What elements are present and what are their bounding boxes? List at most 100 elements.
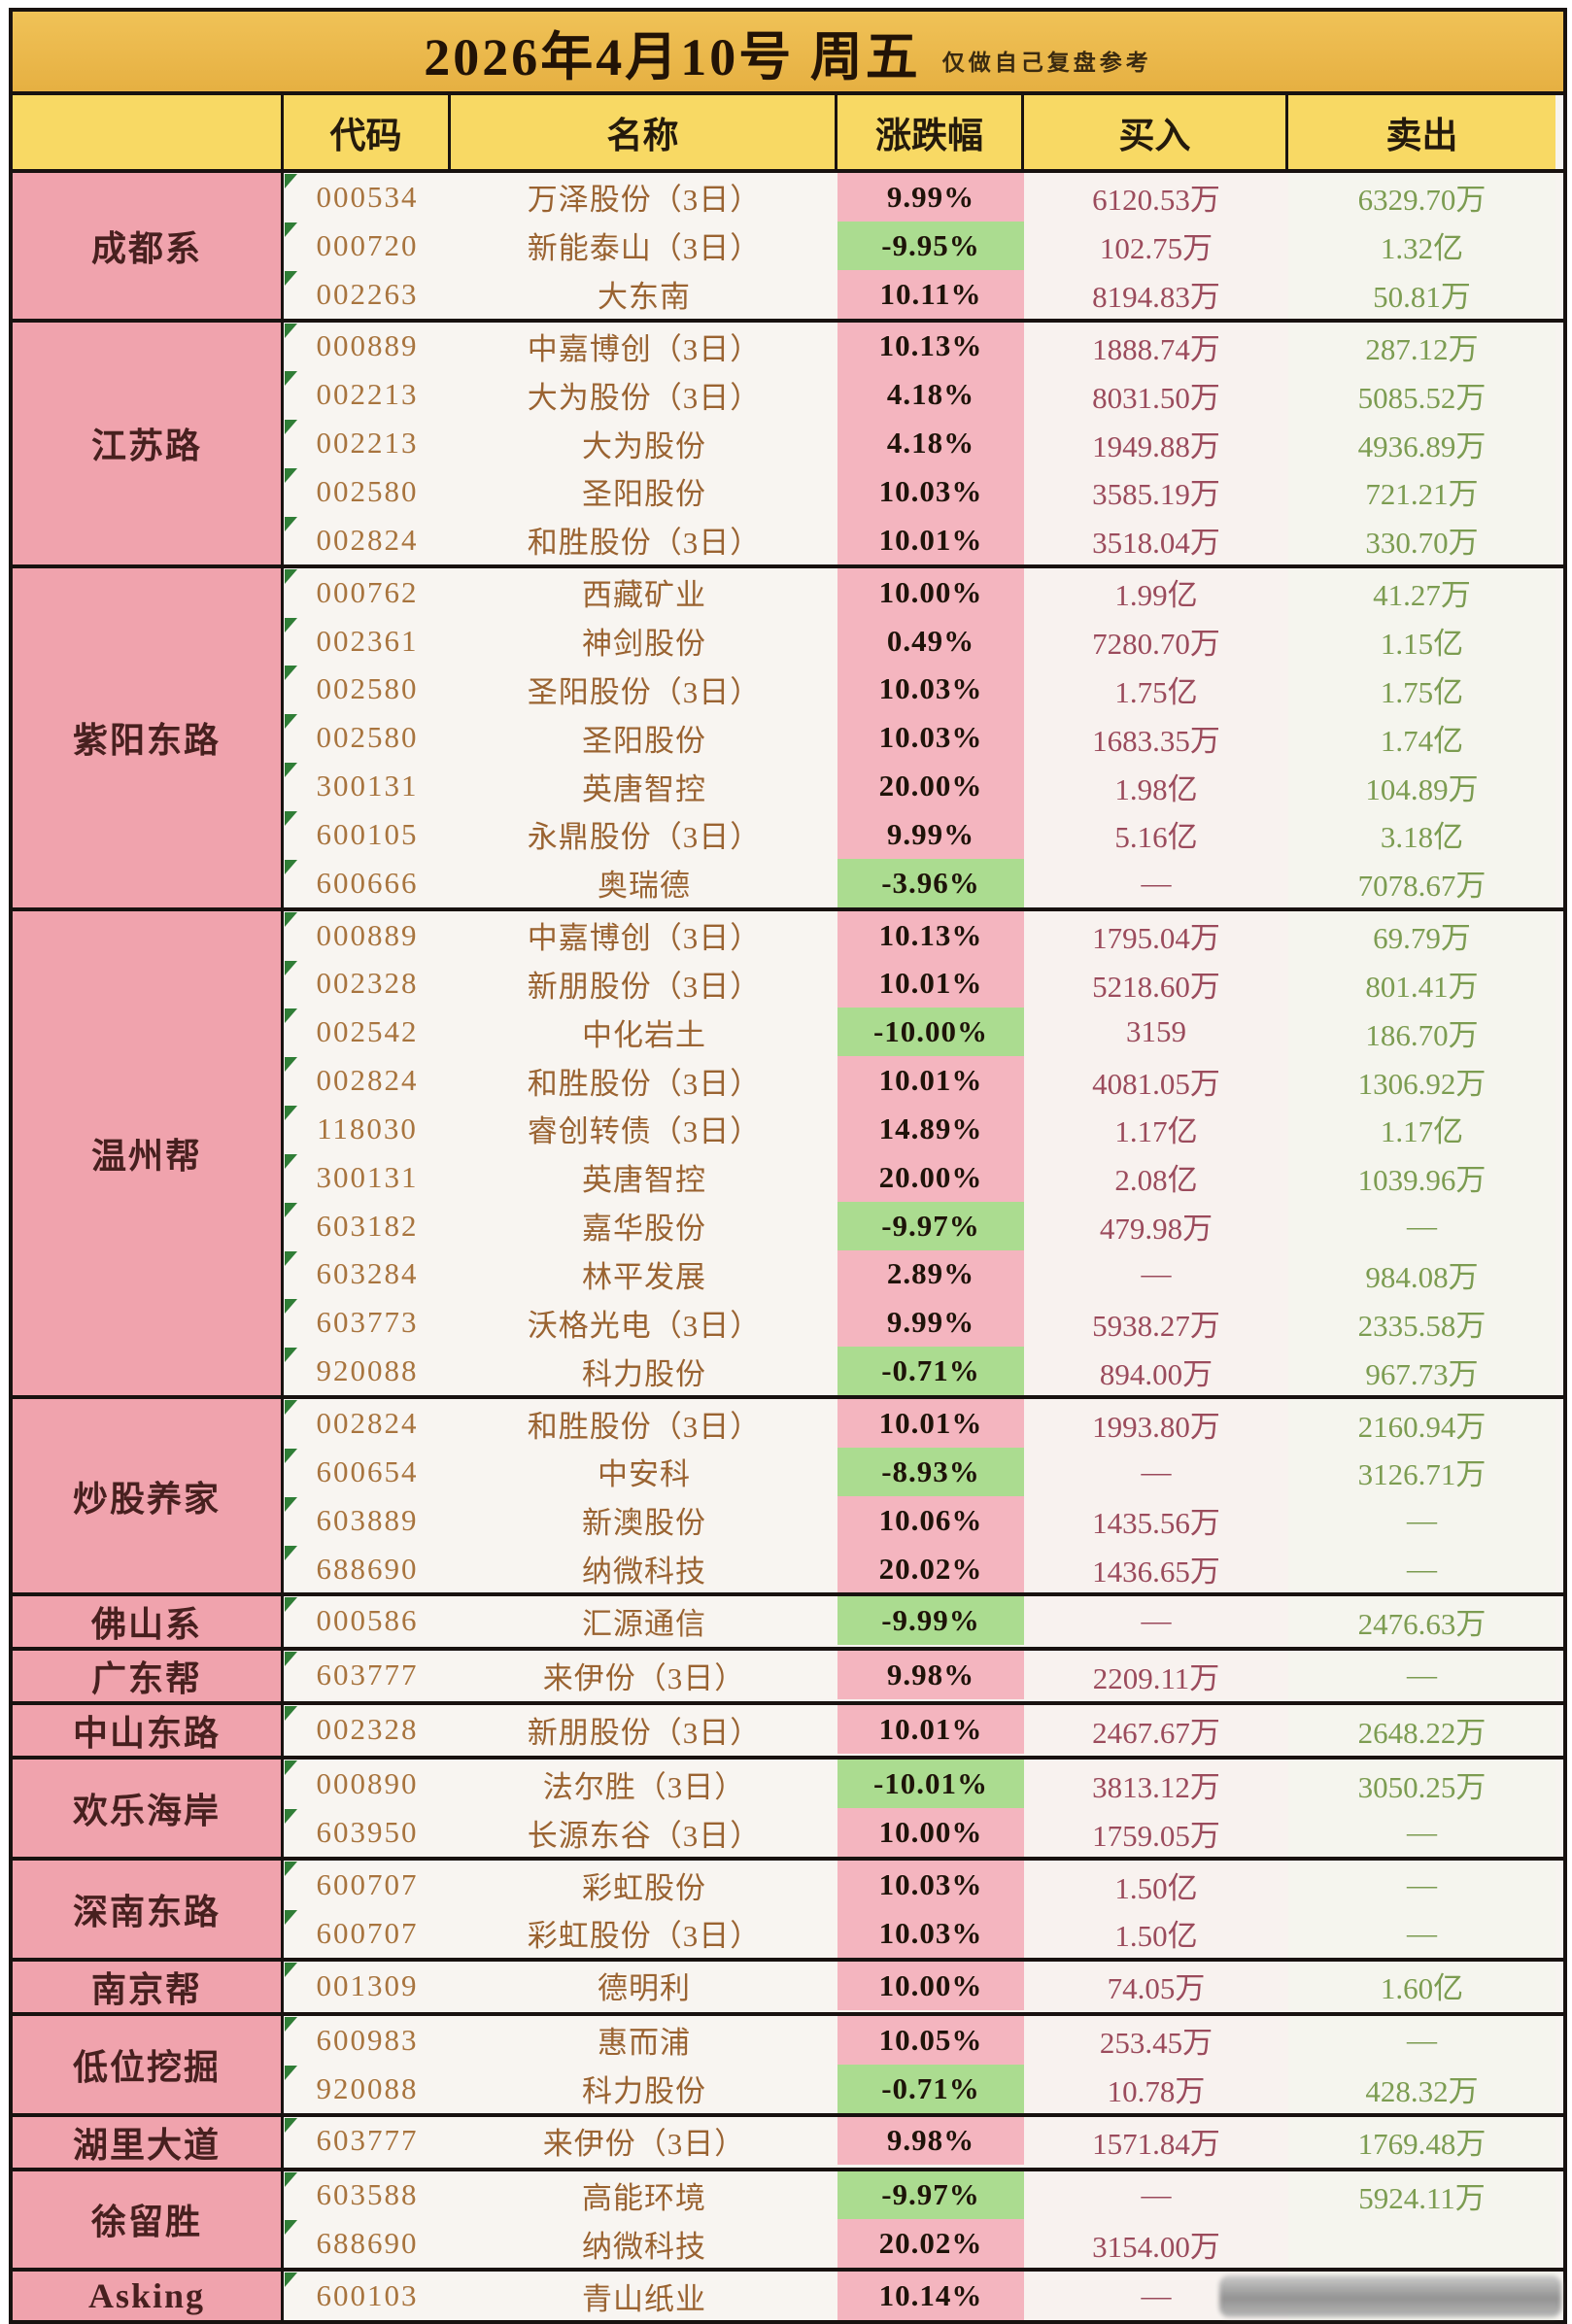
- sell-amount: 3126.71万: [1288, 1447, 1555, 1496]
- buy-amount: 479.98万: [1024, 1201, 1288, 1250]
- stock-name: 大为股份: [451, 419, 837, 468]
- stock-name: 彩虹股份（3日）: [451, 1909, 837, 1958]
- stock-code: 920088: [284, 2064, 451, 2113]
- table-row: 000889 中嘉博创（3日） 10.13% 1888.74万 287.12万: [284, 322, 1563, 371]
- stock-name: 汇源通信: [451, 1596, 837, 1646]
- error-triangle-icon: [285, 2065, 297, 2080]
- stock-code: 000762: [284, 567, 451, 617]
- sell-amount: 330.70万: [1288, 515, 1555, 564]
- change-percent: -8.93%: [837, 1447, 1024, 1496]
- stock-code-text: 002824: [316, 522, 419, 557]
- stock-code: 600707: [284, 1909, 451, 1958]
- buy-amount: 894.00万: [1024, 1347, 1288, 1396]
- page-title: 2026年4月10号 周五: [424, 27, 921, 86]
- stock-name: 纳微科技: [451, 1544, 837, 1593]
- table-row: 002328 新朋股份（3日） 10.01% 2467.67万 2648.22万: [284, 1705, 1563, 1755]
- sell-amount: 5085.52万: [1288, 370, 1555, 420]
- group-section: 低位挖掘 600983 惠而浦 10.05% 253.45万 — 920088 科力股份 -0.…: [13, 2011, 1563, 2113]
- stock-code-text: 000534: [316, 179, 419, 214]
- buy-amount: 2467.67万: [1024, 1705, 1288, 1755]
- stock-code-text: 600105: [316, 816, 419, 851]
- table-row: 002213 大为股份（3日） 4.18% 8031.50万 5085.52万: [284, 370, 1563, 420]
- stock-code: 002824: [284, 1399, 451, 1448]
- error-triangle-icon: [285, 2220, 297, 2236]
- table-row: 603950 长源东谷（3日） 10.00% 1759.05万 —: [284, 1808, 1563, 1858]
- stock-code-text: 002580: [316, 720, 419, 755]
- buy-amount: 1.99亿: [1024, 567, 1288, 617]
- stock-code: 603284: [284, 1249, 451, 1299]
- sell-amount: 4936.89万: [1288, 419, 1555, 468]
- stock-name: 高能环境: [451, 2170, 837, 2220]
- group-label: 欢乐海岸: [13, 1760, 284, 1858]
- group-label: 湖里大道: [13, 2116, 284, 2168]
- group-label: 佛山系: [13, 1596, 284, 1648]
- change-percent: 20.02%: [837, 1544, 1024, 1593]
- table-row: 002542 中化岩土 -10.00% 3159 186.70万: [284, 1008, 1563, 1057]
- stock-code: 002542: [284, 1008, 451, 1057]
- sell-amount: 1306.92万: [1288, 1056, 1555, 1106]
- error-triangle-icon: [285, 174, 297, 188]
- change-percent: -9.95%: [837, 221, 1024, 270]
- stock-code: 002328: [284, 1705, 451, 1755]
- sell-amount: 2476.63万: [1288, 1596, 1555, 1646]
- stock-code: 002580: [284, 467, 451, 516]
- sell-amount: —: [1288, 1544, 1555, 1593]
- sell-amount: 3.18亿: [1288, 809, 1555, 859]
- stock-code: 001309: [284, 1961, 451, 2010]
- review-table: 2026年4月10号 周五 仅做自己复盘参考 代码 名称 涨跌幅 买入 卖出 成…: [9, 8, 1567, 2324]
- stock-code: 002580: [284, 665, 451, 714]
- table-row: 002213 大为股份 4.18% 1949.88万 4936.89万: [284, 419, 1563, 468]
- table-row: 600707 彩虹股份 10.03% 1.50亿 —: [284, 1861, 1563, 1909]
- stock-code-text: 001309: [316, 1967, 419, 2002]
- stock-code: 600654: [284, 1447, 451, 1496]
- group-rows: 603777 来伊份（3日） 9.98% 1571.84万 1769.48万: [284, 2116, 1563, 2168]
- buy-amount: 1949.88万: [1024, 419, 1288, 468]
- sell-amount: 1.15亿: [1288, 616, 1555, 666]
- buy-amount: 1435.56万: [1024, 1495, 1288, 1545]
- buy-amount: 74.05万: [1024, 1961, 1288, 2010]
- change-percent: 10.03%: [837, 665, 1024, 714]
- header-change: 涨跌幅: [837, 95, 1024, 169]
- change-percent: 9.98%: [837, 2116, 1024, 2166]
- table-row: 002824 和胜股份（3日） 10.01% 4081.05万 1306.92万: [284, 1056, 1563, 1106]
- change-percent: 0.49%: [837, 616, 1024, 666]
- stock-code: 603777: [284, 1651, 451, 1700]
- change-percent: 10.03%: [837, 467, 1024, 516]
- sell-amount: 967.73万: [1288, 1347, 1555, 1396]
- table-row: 603773 沃格光电（3日） 9.99% 5938.27万 2335.58万: [284, 1298, 1563, 1348]
- buy-amount: 5.16亿: [1024, 809, 1288, 859]
- error-triangle-icon: [285, 1760, 297, 1776]
- stock-code-text: 600707: [316, 1915, 419, 1950]
- sell-amount: 69.79万: [1288, 910, 1555, 960]
- error-triangle-icon: [285, 617, 297, 632]
- group-rows: 000762 西藏矿业 10.00% 1.99亿 41.27万 002361 神剑股份 0.4…: [284, 567, 1563, 907]
- stock-code: 603773: [284, 1298, 451, 1348]
- error-triangle-icon: [285, 1250, 297, 1266]
- group-section: 广东帮 603777 来伊份（3日） 9.98% 2209.11万 —: [13, 1647, 1563, 1702]
- group-section: 佛山系 000586 汇源通信 -9.99% —2476.63万: [13, 1592, 1563, 1648]
- sell-amount: —: [1288, 2015, 1555, 2065]
- error-triangle-icon: [285, 1008, 297, 1024]
- table-row: 002328 新朋股份（3日） 10.01% 5218.60万 801.41万: [284, 959, 1563, 1008]
- stock-code-text: 600983: [316, 2022, 419, 2057]
- stock-name: 和胜股份（3日）: [451, 515, 837, 564]
- header-name: 名称: [451, 95, 837, 169]
- stock-code: 600666: [284, 858, 451, 907]
- stock-code-text: 002580: [316, 473, 419, 508]
- stock-code-text: 002213: [316, 377, 419, 412]
- error-triangle-icon: [285, 516, 297, 531]
- stock-code-text: 300131: [316, 1159, 419, 1194]
- table-row: 300131 英唐智控 20.00% 2.08亿 1039.96万: [284, 1152, 1563, 1202]
- sell-amount: [1288, 2219, 1555, 2269]
- stock-name: 大东南: [451, 269, 837, 319]
- sell-amount: 5924.11万: [1288, 2170, 1555, 2220]
- stock-name: 和胜股份（3日）: [451, 1399, 837, 1448]
- error-triangle-icon: [285, 1299, 297, 1315]
- stock-code-text: 920088: [316, 2070, 419, 2105]
- group-label: 炒股养家: [13, 1399, 284, 1593]
- table-row: 002824 和胜股份（3日） 10.01% 3518.04万 330.70万: [284, 515, 1563, 564]
- stock-name: 法尔胜（3日）: [451, 1760, 837, 1809]
- stock-code: 002213: [284, 419, 451, 468]
- stock-code-text: 002328: [316, 966, 419, 1001]
- change-percent: 10.01%: [837, 515, 1024, 564]
